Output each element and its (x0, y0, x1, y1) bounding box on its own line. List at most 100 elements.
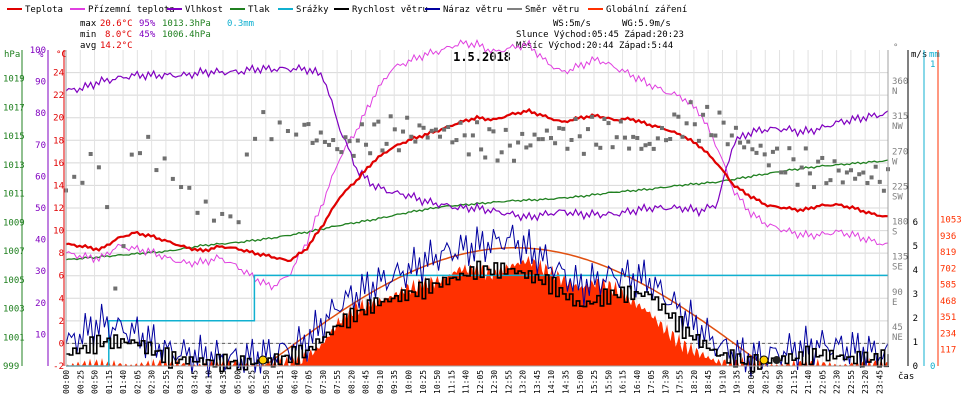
tick-x: 20:50 (776, 370, 785, 394)
legend-label-tlak: Tlak (248, 5, 270, 15)
tick-x: 14:35 (561, 370, 570, 394)
wind-direction-point (766, 163, 771, 168)
tick-pct: 10 (35, 330, 46, 340)
legend-item-vlhkost[interactable]: Vlhkost (167, 5, 223, 15)
tick-c: 22 (53, 91, 64, 101)
wind-direction-point (146, 134, 151, 139)
series-prizemni-teplota (65, 38, 889, 291)
wind-direction-point (466, 152, 471, 157)
wind-direction-point (388, 114, 393, 119)
tick-pct: 60 (35, 172, 46, 182)
wind-direction-point (113, 286, 118, 291)
series-tlak (65, 159, 889, 261)
wind-direction-point (540, 137, 545, 142)
wind-direction-point (294, 132, 299, 137)
wind-direction-point (618, 119, 623, 124)
axis-mm-label: mm (929, 50, 940, 60)
tick-dir-name: E (892, 298, 897, 308)
tick-pct: 50 (35, 204, 46, 214)
tick-pct: 20 (35, 299, 46, 309)
wind-direction-point (520, 131, 525, 136)
tick-dir: 45 (892, 323, 903, 333)
stat-min-temp: 8.0°C (105, 30, 132, 40)
stat-max-rain: 0.3mm (227, 19, 254, 29)
tick-x: 11:15 (447, 370, 456, 394)
wind-direction-point (405, 115, 410, 120)
legend-item-naraz-vetru[interactable]: Náraz větru (425, 5, 503, 15)
wind-direction-point (779, 170, 784, 175)
tick-hpa: 1005 (3, 276, 25, 286)
tick-rad: 1053 (940, 216, 962, 226)
axis-headers: hPa % °C ° m/s mm čas (4, 43, 940, 382)
wind-direction-point (840, 180, 845, 185)
tick-x: 18:45 (704, 370, 713, 394)
legend-item-globalni-zareni[interactable]: Globální záření (588, 5, 687, 15)
wind-direction-point (335, 147, 340, 152)
tick-dir: 270 (892, 147, 908, 157)
tick-dir-name: W (892, 157, 898, 167)
wind-direction-point (787, 146, 792, 151)
tick-x: 21:15 (790, 370, 799, 394)
wind-direction-point (470, 133, 475, 138)
tick-dir: 360 (892, 77, 908, 87)
stat-min-label: min (80, 30, 96, 40)
wind-direction-point (475, 120, 479, 125)
tick-x: 10:50 (433, 370, 442, 394)
legend-item-rychlost-vetru[interactable]: Rychlost větru (334, 5, 428, 15)
tick-c: 20 (53, 114, 64, 124)
tick-hpa: 1003 (3, 305, 25, 315)
tick-x: 19:10 (718, 370, 727, 394)
legend-item-teplota[interactable]: Teplota (7, 5, 63, 15)
wind-direction-point (359, 122, 364, 127)
tick-x: 07:55 (333, 370, 342, 394)
tick-rad: 702 (940, 264, 956, 274)
wind-direction-point (569, 137, 574, 142)
tick-hpa: 1001 (3, 333, 25, 343)
wind-direction-point (253, 136, 258, 141)
wind-direction-point (758, 143, 763, 148)
wind-direction-point (590, 114, 595, 119)
wind-direction-point (561, 126, 566, 131)
moonrise-marker (772, 356, 781, 364)
tick-x: 05:50 (262, 370, 271, 394)
wind-direction-point (479, 147, 484, 152)
tick-x: 21:40 (804, 370, 813, 394)
wind-direction-point (676, 114, 681, 119)
stat-slunce: Slunce Východ:05:45 Západ:20:23 (516, 30, 684, 40)
wind-direction-point (606, 121, 611, 126)
wind-direction-point (347, 139, 352, 144)
legend-label-rychlost-vetru: Rychlost větru (352, 5, 428, 15)
legend-item-srazky[interactable]: Srážky (278, 5, 329, 15)
wind-direction-point (306, 122, 311, 127)
wind-direction-point (544, 128, 549, 133)
tick-c: 16 (53, 159, 64, 169)
tick-x: 00:50 (91, 370, 100, 394)
tick-x: 04:10 (205, 370, 214, 394)
stats-block: max 20.6°C 95% 1013.3hPa 0.3mm min 8.0°C… (80, 19, 684, 51)
wind-direction-point (528, 143, 533, 148)
wind-direction-point (807, 171, 812, 176)
wind-direction-point (524, 145, 529, 150)
tick-hpa: 1007 (3, 247, 25, 257)
wind-direction-point (487, 127, 492, 132)
legend-item-smer-vetru[interactable]: Směr větru (507, 5, 579, 15)
wind-direction-point (355, 138, 360, 143)
wind-direction-point (364, 142, 369, 147)
tick-mm: 1 (930, 60, 935, 70)
tick-dir-name: N (892, 87, 897, 97)
wind-direction-point (499, 150, 504, 155)
tick-x: 09:35 (390, 370, 399, 394)
wind-direction-point (602, 116, 607, 121)
wind-direction-point (873, 164, 878, 169)
wind-direction-point (553, 141, 558, 146)
wind-direction-point (511, 158, 516, 163)
axis-ms-label: m/s (911, 50, 927, 60)
legend-item-tlak[interactable]: Tlak (230, 5, 270, 15)
legend-label-globalni-zareni: Globální záření (606, 5, 687, 15)
wind-direction-point (610, 145, 615, 150)
legend-item-prizemni-teplota[interactable]: Přízemní teplota (70, 5, 175, 15)
wind-direction-point (314, 138, 319, 143)
wind-direction-point (532, 132, 537, 137)
